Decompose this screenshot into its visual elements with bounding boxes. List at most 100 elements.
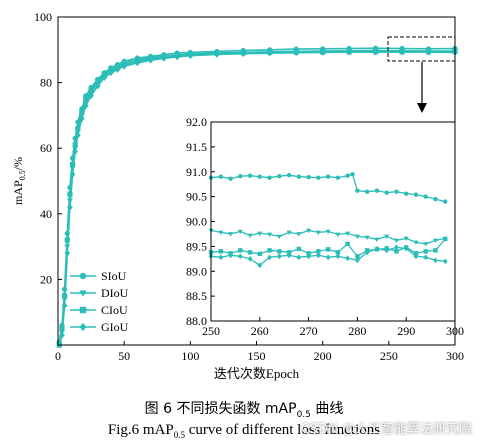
inset-data-point-giou: [228, 252, 233, 259]
inset-data-point-siou: [306, 175, 311, 180]
inset-data-point-diou: [227, 232, 234, 237]
data-point-giou: [69, 171, 76, 178]
data-point-giou: [174, 53, 180, 61]
inset-data-point-giou: [423, 254, 429, 261]
inset-data-point-siou: [267, 175, 272, 180]
data-point-giou: [121, 62, 128, 70]
inset-data-point-giou: [403, 245, 409, 252]
data-point-giou: [67, 203, 73, 211]
inset-data-point-giou: [325, 254, 331, 261]
data-point-giou: [78, 115, 85, 123]
inset-y-tick-label: 89.5: [186, 239, 207, 253]
inset-data-point-siou: [238, 174, 243, 179]
inset-data-point-giou: [296, 254, 302, 261]
inset-x-tick-label: 280: [348, 324, 366, 338]
inset-data-point-giou: [247, 255, 253, 262]
inset-data-point-siou: [345, 173, 350, 178]
inset-data-point-siou: [218, 174, 223, 179]
inset-data-point-diou: [384, 234, 390, 240]
inset-data-point-ciou: [296, 246, 302, 252]
data-point-ciou: [88, 88, 94, 94]
inset-data-point-diou: [393, 238, 399, 244]
inset-y-tick-label: 90.5: [186, 190, 207, 204]
data-point-giou: [101, 74, 108, 82]
data-point-giou: [134, 59, 141, 67]
x-tick-label: 50: [118, 349, 130, 363]
data-point-giou: [346, 48, 352, 56]
x-axis-title: 迭代次数Epoch: [214, 366, 300, 381]
inset-data-point-giou: [442, 258, 448, 265]
legend-marker-siou: [79, 272, 87, 280]
data-point-giou: [114, 66, 121, 73]
inset-data-point-ciou: [218, 249, 223, 254]
legend-marker-ciou: [79, 306, 87, 314]
inset-data-point-ciou: [247, 250, 253, 255]
inset-data-point-siou: [364, 189, 370, 194]
inset-x-tick-label: 270: [300, 324, 318, 338]
inset-y-tick-label: 92.0: [186, 115, 207, 129]
legend-label: SIoU: [101, 269, 127, 283]
inset-data-point-giou: [267, 254, 272, 261]
inset-data-point-giou: [394, 244, 399, 251]
inset-data-point-diou: [413, 240, 419, 246]
inset-data-point-siou: [228, 176, 233, 181]
legend-marker-giou: [79, 322, 87, 332]
legend: SIoU DIoU CIoU GIoU: [70, 269, 129, 334]
data-point-giou: [108, 69, 114, 77]
inset-data-point-ciou: [267, 248, 272, 253]
inset-data-point-giou: [364, 249, 370, 256]
y-tick-label: 80: [40, 76, 52, 90]
inset-data-point-ciou: [277, 249, 282, 254]
data-point-giou: [74, 131, 81, 139]
inset-data-point-giou: [237, 253, 243, 260]
caption-english: Fig.6 mAP0.5 curve of different loss fun…: [107, 422, 381, 440]
data-point-giou: [94, 82, 101, 90]
inset-x-tick-label: 250: [202, 324, 220, 338]
inset-data-point-diou: [432, 238, 439, 244]
inset-data-point-giou: [345, 255, 351, 262]
inset-data-point-giou: [374, 246, 380, 252]
inset-data-point-ciou: [345, 241, 350, 247]
y-tick-label: 40: [40, 207, 52, 221]
data-point-giou: [61, 302, 68, 310]
data-point-giou: [319, 49, 326, 56]
inset-data-point-ciou: [413, 251, 419, 256]
data-point-ciou: [69, 162, 76, 168]
legend-marker-diou: [79, 290, 87, 297]
inset-data-point-diou: [276, 234, 282, 240]
inset-data-point-siou: [423, 194, 428, 199]
inset-data-point-ciou: [443, 236, 448, 242]
legend-item-giou: GIoU: [70, 320, 129, 334]
inset-data-point-giou: [384, 247, 390, 254]
data-point-giou: [147, 56, 154, 64]
data-point-giou: [266, 49, 273, 57]
data-point-giou: [372, 48, 379, 56]
inset-data-point-siou: [247, 173, 253, 178]
inset-data-point-diou: [374, 237, 380, 243]
inset-plot: 250 260 270 280 290 300 88.0 88.5 89.0 89.5 90.0 90…: [186, 115, 464, 338]
inset-data-point-ciou: [355, 254, 360, 259]
inset-x-tick-label: 300: [446, 324, 464, 338]
data-point-ciou: [79, 109, 85, 115]
data-point-ciou: [67, 191, 73, 197]
data-point-giou: [425, 48, 432, 56]
data-point-giou: [161, 54, 167, 62]
inset-data-point-diou: [335, 232, 341, 238]
inset-y-tick-label: 90.0: [186, 215, 207, 229]
x-tick-label: 150: [248, 349, 266, 363]
inset-data-point-siou: [443, 199, 448, 204]
legend-label: GIoU: [101, 320, 129, 334]
data-point-giou: [64, 249, 71, 257]
inset-data-point-ciou: [433, 248, 438, 253]
inset-data-point-ciou: [316, 249, 321, 254]
inset-data-point-siou: [433, 196, 438, 202]
inset-y-tick-label: 88.5: [186, 289, 207, 303]
inset-data-point-siou: [257, 174, 262, 179]
inset-data-point-diou: [364, 235, 370, 241]
inset-data-point-diou: [267, 232, 273, 238]
x-tick-label: 100: [181, 349, 199, 363]
inset-y-tick-label: 91.5: [186, 140, 207, 154]
inset-data-point-siou: [404, 191, 409, 196]
y-axis-title: mAP0.5/%: [11, 157, 27, 205]
main-plot: 0 50 100 150 200 250 300 20 40 60 80 100 迭代次数Epoch mA…: [11, 10, 464, 381]
